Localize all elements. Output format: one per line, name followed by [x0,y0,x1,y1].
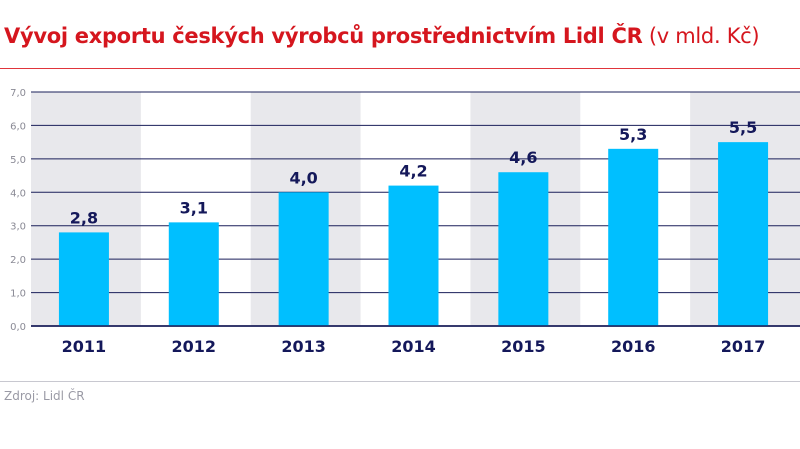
bar [58,232,109,326]
x-tick-label: 2016 [611,337,656,356]
bar [278,192,329,326]
bar [168,222,219,326]
data-label: 4,2 [399,162,427,181]
data-label: 3,1 [180,198,208,217]
source-note: Zdroj: Lidl ČR [4,389,85,403]
data-label: 5,3 [619,125,647,144]
y-tick-label: 0,0 [10,322,26,333]
y-tick-label: 6,0 [10,121,26,132]
bar [718,142,769,326]
title-main: Vývoj exportu českých výrobců prostředni… [4,24,643,48]
y-tick-label: 5,0 [10,155,26,166]
data-label: 4,0 [289,168,317,187]
x-tick-label: 2017 [721,337,766,356]
y-tick-label: 1,0 [10,289,26,300]
bar [608,148,659,326]
bar [498,172,549,326]
bar-chart: 0,0 1,0 2,0 3,0 4,0 5,0 6,0 7,0 2,8 2011 3,1 2012 4,… [10,88,800,356]
x-tick-label: 2014 [391,337,436,356]
y-tick-label: 7,0 [10,88,26,99]
title-divider [0,68,800,69]
x-tick-label: 2012 [172,337,217,356]
chart-title: Vývoj exportu českých výrobců prostředni… [4,24,760,48]
x-tick-label: 2013 [281,337,326,356]
x-tick-label: 2015 [501,337,546,356]
title-unit: (v mld. Kč) [648,24,760,48]
footer-divider [0,381,800,382]
data-label: 2,8 [70,208,98,227]
y-tick-label: 2,0 [10,255,26,266]
x-tick-label: 2011 [62,337,107,356]
bar [388,185,439,326]
y-tick-label: 3,0 [10,222,26,233]
data-label: 5,5 [729,118,757,137]
y-tick-label: 4,0 [10,188,26,199]
data-label: 4,6 [509,148,537,167]
